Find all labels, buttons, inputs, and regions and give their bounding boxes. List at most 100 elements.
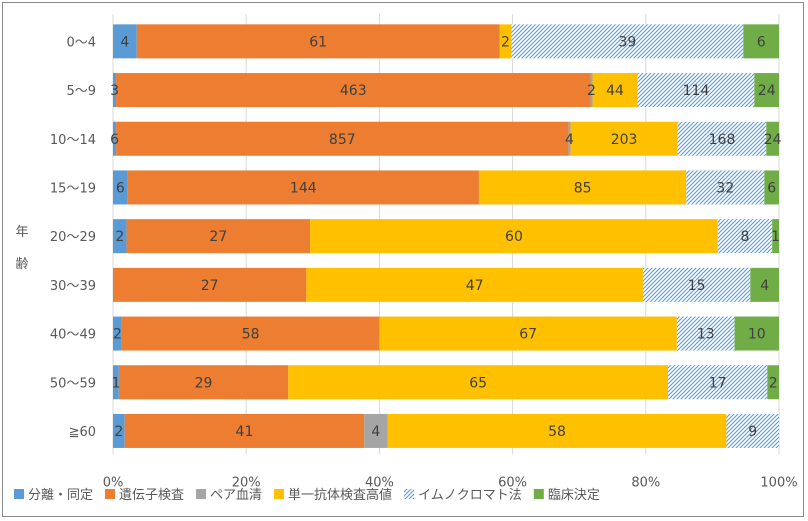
x-tick-label: 60% [498,475,527,490]
bar-segment [364,413,388,448]
data-label: 6 [767,180,776,196]
bar-segment [118,365,289,400]
data-label: 9 [748,424,757,440]
bar-segment [499,24,512,59]
legend-swatch [14,489,24,499]
bar-segment [750,267,779,302]
data-label: 3 [110,83,119,99]
data-label: 6 [757,34,766,50]
data-label: 4 [371,424,380,440]
bar-segment [121,316,380,351]
data-label: 47 [466,278,484,294]
bar-segment [686,170,765,205]
bar-segment [127,170,479,205]
data-label: 58 [242,327,260,343]
legend-label: 遺伝子検査 [119,488,184,503]
bar-segment [676,316,735,351]
y-tick-label: 10〜14 [50,133,96,148]
bar-segment [113,316,122,351]
bar-segment [642,267,751,302]
legend-label: イムノクロマト法 [418,488,522,503]
data-label: 114 [683,83,710,99]
bar-segment [113,365,119,400]
legend-swatch [105,489,116,499]
bar-segment [590,73,593,108]
data-label: 60 [505,229,523,245]
bar-segment [387,413,727,448]
bar-segment [734,316,779,351]
bar-segment [116,121,569,156]
data-label: 857 [329,132,356,148]
data-label: 24 [764,132,782,148]
bar-segment [306,267,643,302]
data-label: 463 [340,83,367,99]
data-label: 24 [758,83,776,99]
bar-segment [743,24,779,59]
bar-segment [113,121,117,156]
data-label: 2 [113,327,122,343]
data-label: 6 [110,132,119,148]
bars [113,24,779,448]
bar-segment [113,170,128,205]
bar-segment [113,219,127,254]
x-tick-label: 80% [631,475,660,490]
bar-segment [754,73,779,108]
data-label: 10 [748,327,766,343]
bar-segment [136,24,500,59]
data-label: 65 [469,375,487,391]
y-tick-label: 20〜29 [50,230,96,245]
x-tick-label: 20% [232,475,261,490]
bar-segment [772,219,779,254]
y-tick-label: 30〜39 [50,279,96,294]
data-label: 8 [741,229,750,245]
data-label: 1 [111,375,120,391]
bar-segment [310,219,718,254]
y-axis: 年 齢 0〜4 5〜9 10〜14 15〜19 20〜29 30〜39 40〜49 50〜59… [15,35,96,440]
data-label: 61 [309,34,327,50]
data-label: 2 [769,375,778,391]
data-label: 39 [618,34,636,50]
bar-segment [478,170,687,205]
bar-segment [379,316,677,351]
legend-label: ペア血清 [210,488,262,503]
bar-segment [113,413,125,448]
data-labels: 4 61 2 39 63 463 2 44 114 246 857 4 203 168 246 144 85 32… [110,34,782,440]
y-tick-label: 0〜4 [66,35,96,50]
bar-segment [592,73,638,108]
legend-label: 臨床決定 [548,488,600,503]
data-label: 67 [519,327,537,343]
bar-segment [113,73,117,108]
data-label: 17 [709,375,727,391]
data-label: 44 [606,83,624,99]
data-label: 85 [574,180,592,196]
x-tick-label: 100% [760,475,797,490]
legend-swatch [196,489,207,499]
data-label: 41 [236,424,254,440]
data-label: 2 [115,229,124,245]
data-label: 6 [116,180,125,196]
data-label: 2 [587,83,596,99]
data-label: 203 [611,132,638,148]
legend-label: 分離・同定 [28,488,93,503]
data-label: 2 [501,34,510,50]
data-label: 13 [697,327,715,343]
bar-segment [766,121,779,156]
data-label: 29 [195,375,213,391]
y-axis-title-char-2: 齢 [15,257,28,272]
bar-segment [764,170,779,205]
legend-swatch [274,489,285,499]
data-label: 1 [771,229,780,245]
bar-segment [767,365,779,400]
bar-segment [126,219,311,254]
legend-swatch [404,489,415,499]
y-tick-label: ≧60 [69,425,96,440]
data-label: 27 [209,229,227,245]
data-label: 27 [201,278,219,294]
data-label: 2 [114,424,123,440]
bar-segment [637,73,755,108]
legend: 分離・同定 遺伝子検査 ペア血清 単一抗体検査高値 イムノクロマト法 臨床決定 [14,487,600,503]
bar-segment [717,219,773,254]
legend-label: 単一抗体検査高値 [288,487,392,503]
bar-segment [677,121,767,156]
